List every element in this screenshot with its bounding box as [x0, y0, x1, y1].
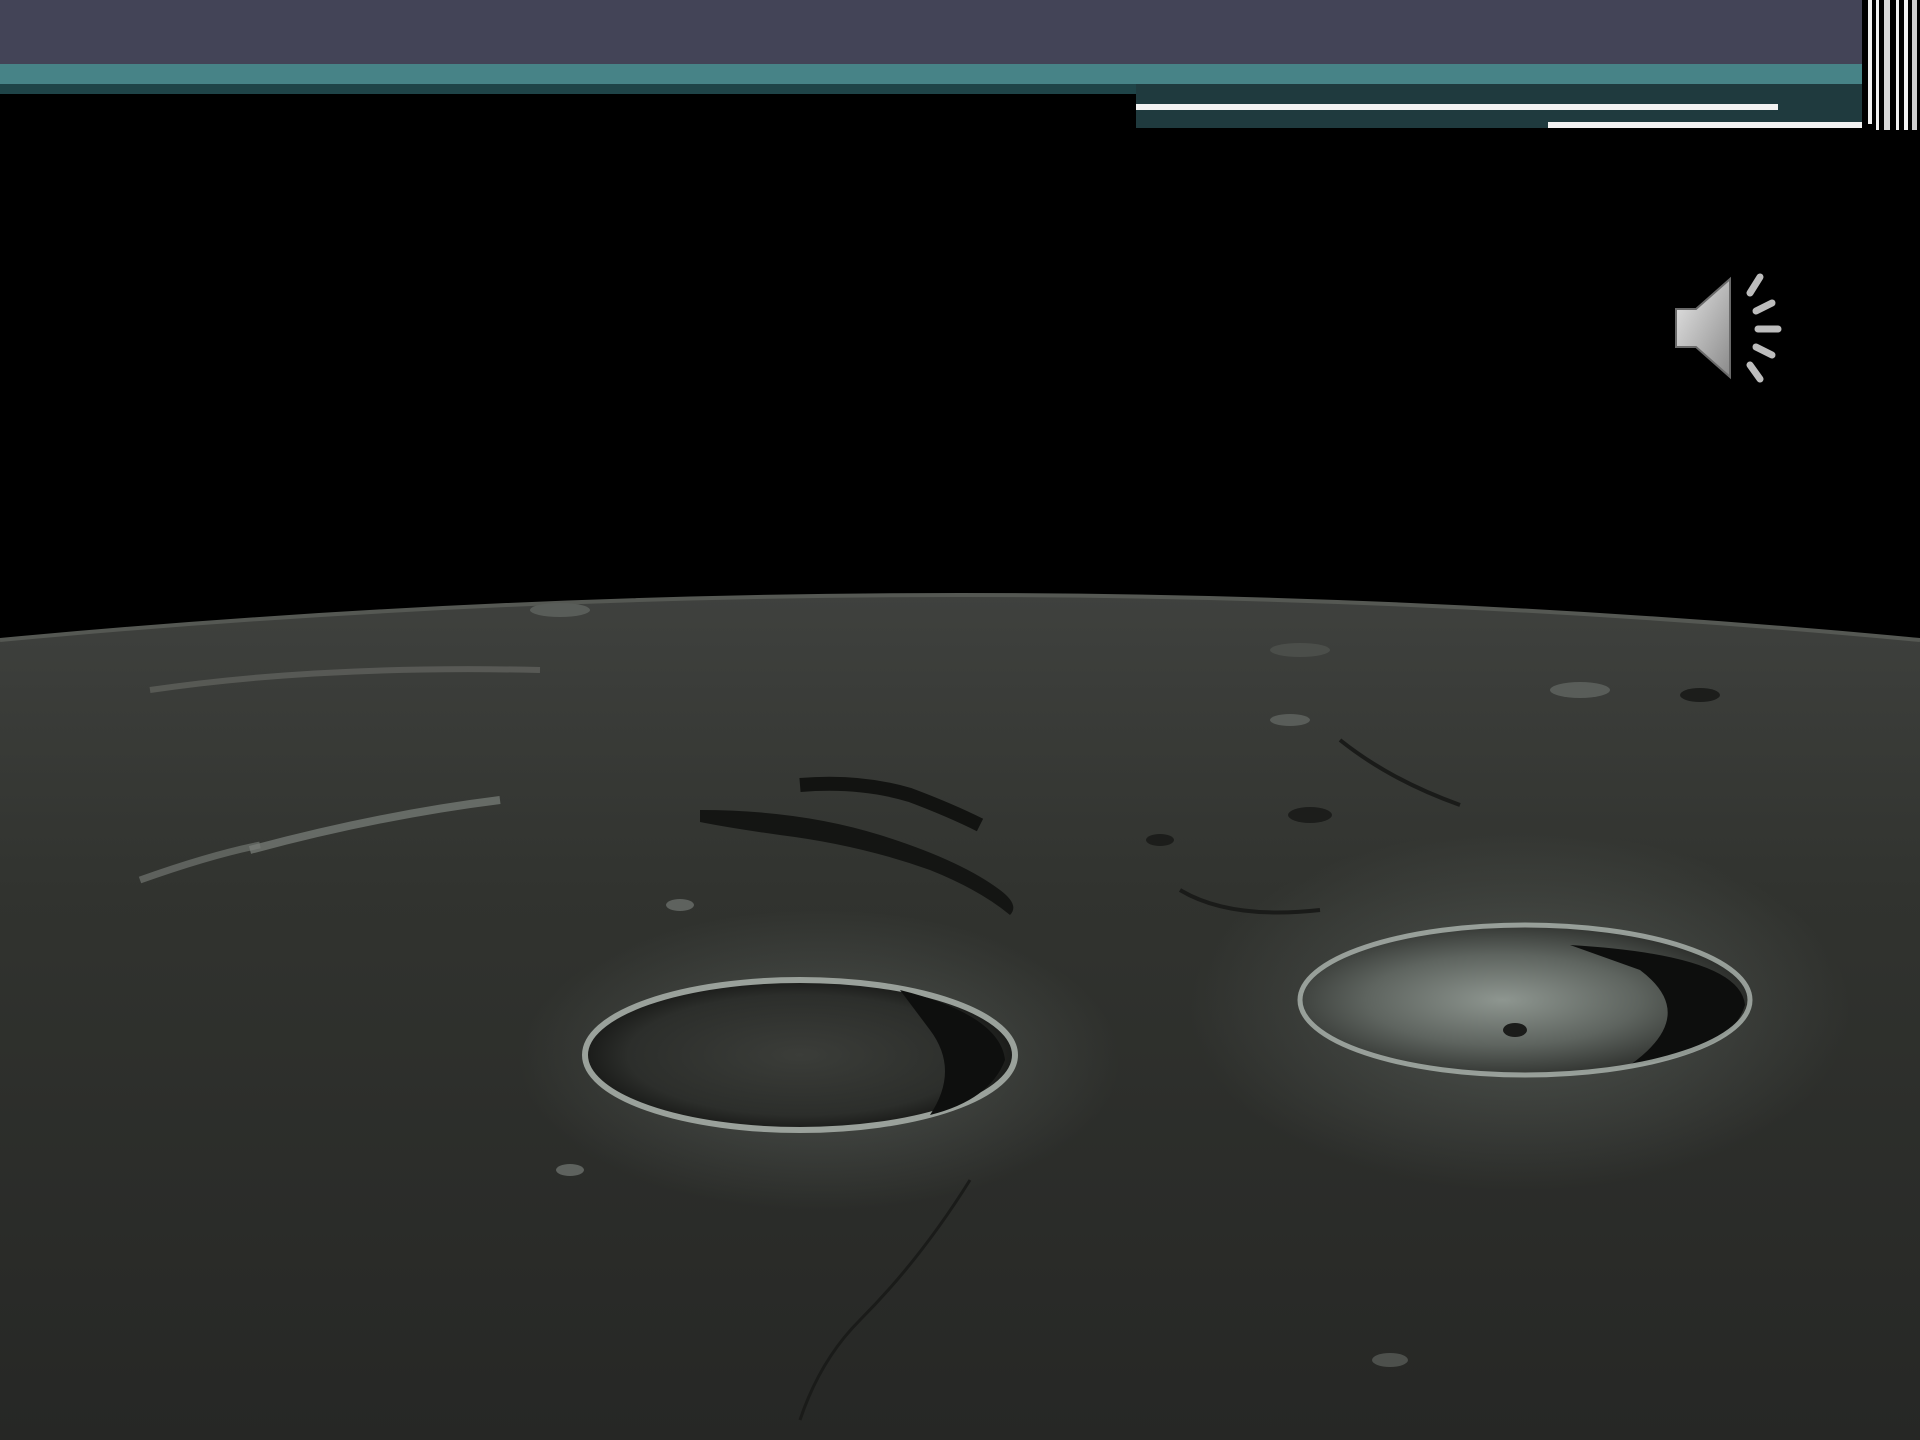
moon-surface-image [0, 593, 1920, 1440]
decorative-rule-upper [1136, 104, 1778, 110]
decorative-rule-lower [1548, 122, 1884, 128]
accent-band [0, 64, 1862, 84]
decorative-vertical-bars [1862, 0, 1920, 130]
header-bar [0, 0, 1862, 64]
speaker-icon-graphic [1675, 273, 1782, 383]
speaker-icon[interactable] [1668, 265, 1792, 389]
accent-band-shadow-left [0, 84, 1136, 94]
